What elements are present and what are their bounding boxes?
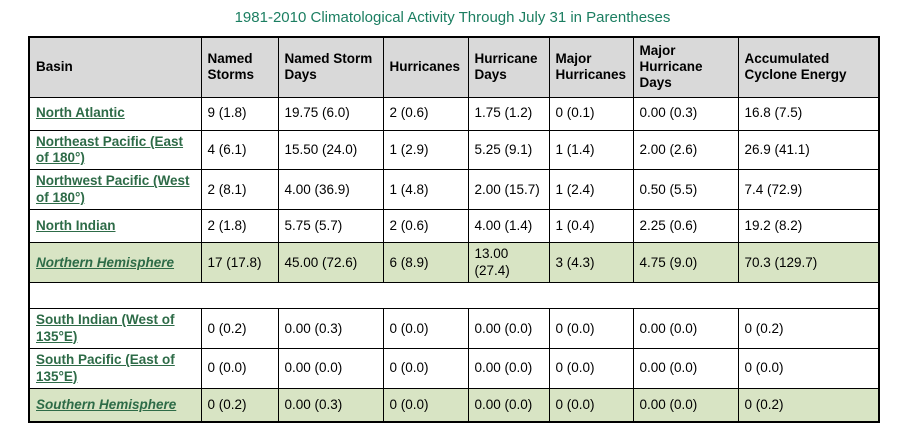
data-cell: 0 (0.0) [382,388,469,423]
data-cell: 0 (0.0) [548,308,634,350]
data-cell: 4.00 (1.4) [467,209,550,244]
data-cell: 4 (6.1) [200,129,279,171]
data-cell: 0 (0.0) [200,348,279,390]
data-cell: 5.75 (5.7) [277,209,384,244]
data-cell: 1 (4.8) [382,169,469,211]
data-cell: 0 (0.1) [548,96,634,131]
data-cell: 15.50 (24.0) [277,129,384,171]
data-cell: 0.00 (0.0) [467,388,550,423]
basin-cell: North Atlantic [28,96,202,131]
basin-link[interactable]: Northeast Pacific (East of 180°) [36,133,184,165]
column-header: Named Storm Days [277,36,384,98]
data-cell: 16.8 (7.5) [737,96,880,131]
data-cell: 0 (0.0) [548,348,634,390]
data-cell: 19.75 (6.0) [277,96,384,131]
basin-link[interactable]: South Pacific (East of 135°E) [36,352,175,384]
data-cell: 0 (0.2) [200,308,279,350]
column-header: Hurricane Days [467,36,550,98]
table-body: North Atlantic 9 (1.8) 19.75 (6.0) 2 (0.6) 1… [28,96,880,423]
table-row: Southern Hemisphere 0 (0.2) 0.00 (0.3) 0 (0… [28,388,880,423]
basin-link[interactable]: Northwest Pacific (West of 180°) [36,173,190,205]
data-cell: 0 (0.2) [737,308,880,350]
data-cell: 2 (0.6) [382,209,469,244]
header-row: Basin Named Storms Named Storm Days Hurrica… [28,36,880,98]
basin-cell: South Pacific (East of 135°E) [28,348,202,390]
data-cell: 13.00 (27.4) [467,242,550,284]
data-cell: 7.4 (72.9) [737,169,880,211]
data-cell: 9 (1.8) [200,96,279,131]
data-cell: 2 (8.1) [200,169,279,211]
data-cell: 0 (0.2) [200,388,279,423]
basin-cell: Northwest Pacific (West of 180°) [28,169,202,211]
data-cell: 2.00 (2.6) [632,129,739,171]
page-title: 1981-2010 Climatological Activity Throug… [234,9,671,26]
data-cell: 0.00 (0.0) [467,348,550,390]
table-row: South Pacific (East of 135°E) 0 (0.0) 0.00… [28,348,880,390]
column-header: Basin [28,36,202,98]
page: 1981-2010 Climatological Activity Throug… [0,9,905,423]
data-cell: 1 (2.4) [548,169,634,211]
data-cell: 0.00 (0.0) [632,348,739,390]
spacer-cell [29,282,879,310]
data-cell: 5.25 (9.1) [467,129,550,171]
data-cell: 4.75 (9.0) [632,242,739,284]
data-cell: 0 (0.0) [382,308,469,350]
data-cell: 2 (0.6) [382,96,469,131]
data-cell: 0.00 (0.0) [467,308,550,350]
basin-link[interactable]: Northern Hemisphere [36,254,175,270]
data-cell: 45.00 (72.6) [277,242,384,284]
table-row: Northern Hemisphere 17 (17.8) 45.00 (72.6)… [28,242,880,284]
data-cell: 0.00 (0.3) [277,388,384,423]
data-cell: 0 (0.0) [382,348,469,390]
data-cell: 2.00 (15.7) [467,169,550,211]
data-cell: 3 (4.3) [548,242,634,284]
column-header: Named Storms [200,36,279,98]
spacer-row [29,282,879,310]
column-header: Major Hurricanes [548,36,634,98]
data-cell: 0.00 (0.0) [632,308,739,350]
basin-cell: Northeast Pacific (East of 180°) [28,129,202,171]
data-cell: 4.00 (36.9) [277,169,384,211]
basin-cell: South Indian (West of 135°E) [28,308,202,350]
column-header: Accumulated Cyclone Energy [737,36,880,98]
data-cell: 17 (17.8) [200,242,279,284]
data-cell: 0 (0.2) [737,388,880,423]
basin-link[interactable]: North Atlantic [36,105,125,121]
basin-link[interactable]: Southern Hemisphere [36,396,177,412]
data-cell: 2 (1.8) [200,209,279,244]
basin-cell: North Indian [28,209,202,244]
basin-cell: Northern Hemisphere [28,242,202,284]
data-cell: 1 (0.4) [548,209,634,244]
climatology-table: Basin Named Storms Named Storm Days Hurrica… [28,36,880,423]
data-cell: 0.00 (0.0) [632,388,739,423]
data-cell: 19.2 (8.2) [737,209,880,244]
table-row: North Indian 2 (1.8) 5.75 (5.7) 2 (0.6) 4.00… [28,209,880,244]
table-row: South Indian (West of 135°E) 0 (0.2) 0.00 … [28,308,880,350]
data-cell: 1 (1.4) [548,129,634,171]
data-cell: 0.50 (5.5) [632,169,739,211]
column-header: Hurricanes [382,36,469,98]
data-cell: 2.25 (0.6) [632,209,739,244]
data-cell: 0 (0.0) [737,348,880,390]
table-row: Northeast Pacific (East of 180°) 4 (6.1) 1… [28,129,880,171]
data-cell: 0.00 (0.3) [277,308,384,350]
table-row: Northwest Pacific (West of 180°) 2 (8.1) 4… [28,169,880,211]
data-cell: 6 (8.9) [382,242,469,284]
column-header: Major Hurricane Days [632,36,739,98]
data-cell: 0.00 (0.0) [277,348,384,390]
data-cell: 1 (2.9) [382,129,469,171]
basin-link[interactable]: South Indian (West of 135°E) [36,312,175,344]
data-cell: 0.00 (0.3) [632,96,739,131]
basin-cell: Southern Hemisphere [28,388,202,423]
table-row: North Atlantic 9 (1.8) 19.75 (6.0) 2 (0.6) 1… [28,96,880,131]
data-cell: 70.3 (129.7) [737,242,880,284]
data-cell: 0 (0.0) [548,388,634,423]
data-cell: 1.75 (1.2) [467,96,550,131]
basin-link[interactable]: North Indian [36,218,116,234]
data-cell: 26.9 (41.1) [737,129,880,171]
